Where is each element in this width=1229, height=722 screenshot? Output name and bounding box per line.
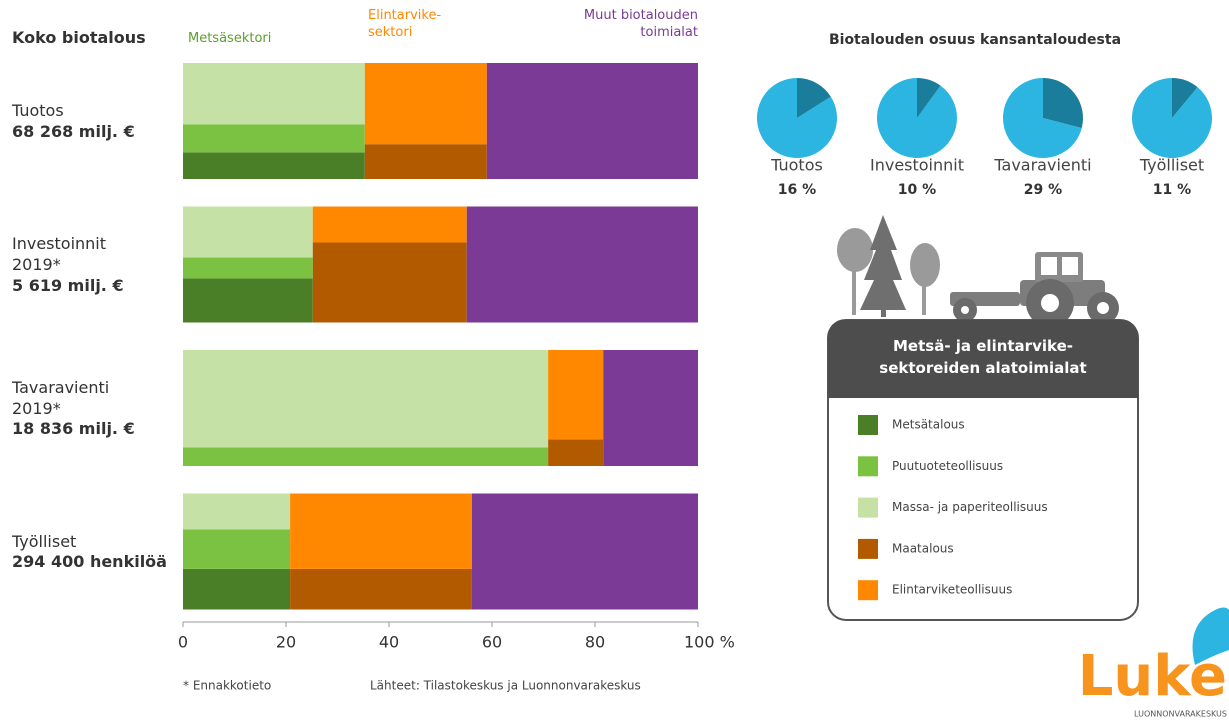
bar-segment	[183, 350, 549, 448]
legend-label: Puutuoteteollisuus	[892, 459, 1003, 473]
bar-segment	[183, 447, 549, 466]
pie-value: 11 %	[1153, 182, 1191, 198]
chart-title: Koko biotalous	[12, 28, 146, 47]
x-tick-label: 40	[379, 633, 399, 652]
pie-slice	[1043, 78, 1084, 128]
bar-segment	[471, 493, 698, 610]
logo-mark	[1192, 607, 1229, 665]
legend-header	[828, 320, 1138, 398]
legend-swatch	[858, 456, 878, 477]
x-tick-label: 60	[482, 633, 502, 652]
pie-value: 29 %	[1024, 182, 1062, 198]
category-label: Investoinnit 2019* 5 619 milj. €	[12, 207, 182, 323]
plot: 0 20 40 60 80 100 % Metsätalous Puutuoteteollis…	[178, 32, 1229, 719]
category-label: Tavaravienti 2019* 18 836 milj. €	[12, 350, 182, 466]
logo-name: Luke	[1078, 644, 1227, 709]
bar-segment	[603, 350, 698, 466]
series-label: Metsäsektori	[188, 31, 272, 46]
bar-segment	[312, 206, 467, 243]
x-tick-label: 100 %	[684, 633, 735, 652]
legend-title: Metsä- ja elintarvike- sektoreiden alato…	[879, 337, 1087, 377]
pie-value: 10 %	[898, 182, 936, 198]
bar-segment	[486, 63, 698, 179]
legend-swatch	[858, 497, 878, 518]
bar-segment	[290, 568, 472, 610]
legend-label: Elintarviketeollisuus	[892, 583, 1012, 597]
legend-swatch	[858, 580, 878, 601]
legend-label: Maatalous	[892, 541, 954, 555]
legend-swatch	[858, 538, 878, 559]
bar-segment	[183, 278, 313, 323]
legend-label: Metsätalous	[892, 418, 965, 432]
category-name: Tavaravienti 2019*	[12, 377, 110, 418]
x-tick-label: 80	[585, 633, 605, 652]
bar-segment	[312, 242, 467, 323]
bar-segment	[183, 124, 365, 153]
pie-slice	[797, 78, 831, 118]
bar-segment	[183, 568, 291, 610]
category-name: Investoinnit 2019*	[12, 234, 107, 274]
bar-segment	[364, 63, 487, 145]
pie-rest	[757, 77, 837, 158]
category-name: Tuotos	[12, 101, 64, 121]
illustration	[837, 215, 1119, 327]
pie-label: Investoinnit	[870, 156, 964, 175]
bar-segment	[183, 493, 291, 530]
pie-slice	[1172, 78, 1198, 118]
category-label: Tuotos 68 268 milj. €	[12, 63, 182, 179]
category-total: 68 268 milj. €	[12, 121, 135, 141]
series-label: Elintarvike- sektori	[368, 8, 442, 40]
bar-segment	[548, 350, 604, 440]
x-tick-label: 20	[276, 633, 296, 652]
pie-rest	[1003, 78, 1082, 159]
footnote: * Ennakkotieto	[183, 679, 271, 693]
bar-segment	[548, 439, 604, 466]
category-total: 18 836 milj. €	[12, 419, 135, 439]
series-label: Muut biotalouden toimialat	[583, 8, 698, 40]
pie-label: Työlliset	[1139, 156, 1204, 175]
logo-subtitle: LUONNONVARAKESKUS	[1134, 710, 1227, 719]
x-tick-label: 0	[178, 633, 188, 652]
pie-slice	[917, 78, 941, 118]
pie-label: Tuotos	[770, 156, 823, 175]
bar-segment	[183, 63, 365, 125]
bar-segment	[466, 206, 698, 323]
bar-segment	[183, 152, 365, 179]
category-label: Työlliset 294 400 henkilöä	[12, 494, 182, 610]
bar-segment	[290, 493, 472, 569]
bar-segment	[364, 144, 487, 179]
bar-segment	[183, 257, 313, 279]
pie-rest	[876, 78, 957, 159]
source: Lähteet: Tilastokeskus ja Luonnonvarakes…	[370, 679, 641, 693]
bar-segment	[183, 529, 291, 569]
bar-segment	[183, 206, 313, 258]
category-name: Työlliset	[12, 531, 77, 551]
pie-value: 16 %	[778, 182, 816, 198]
category-total: 5 619 milj. €	[12, 275, 124, 295]
pie-label: Tavaravienti	[993, 156, 1091, 175]
category-total: 294 400 henkilöä	[12, 552, 167, 572]
legend-swatch	[858, 415, 878, 435]
legend-label: Massa- ja paperiteollisuus	[892, 500, 1048, 514]
pie-title: Biotalouden osuus kansantaloudesta	[829, 32, 1121, 48]
